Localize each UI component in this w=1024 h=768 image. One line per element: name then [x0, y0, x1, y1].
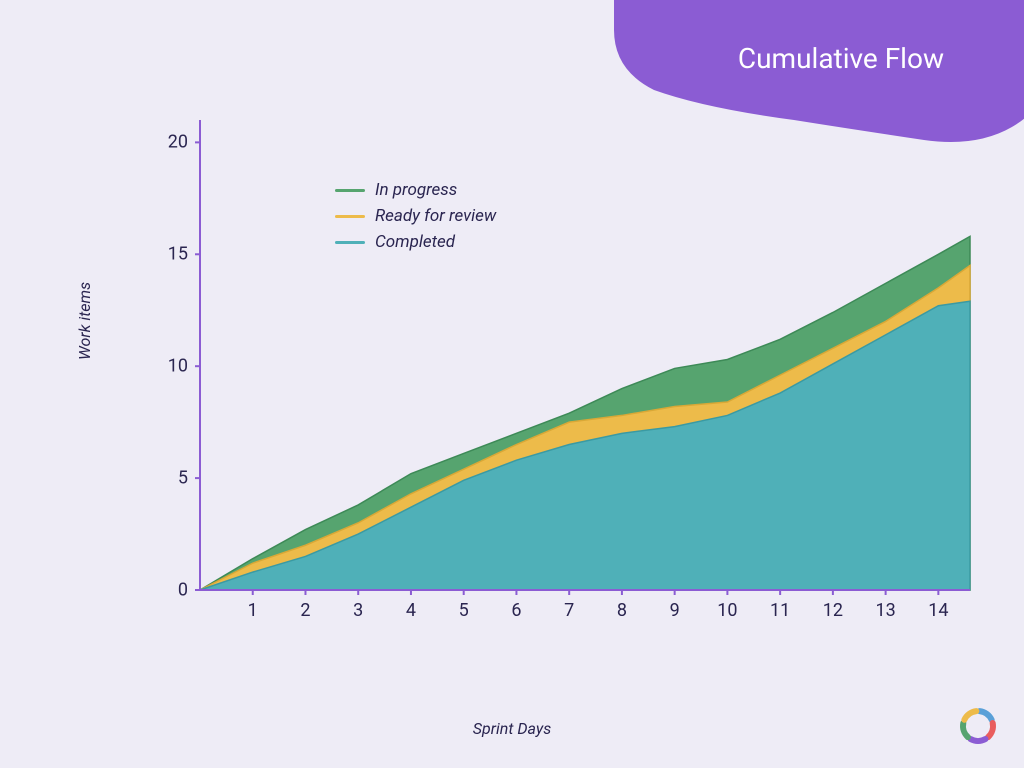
- x-tick-label: 7: [564, 600, 574, 621]
- chart-svg: [200, 120, 970, 590]
- x-tick-label: 13: [875, 600, 895, 621]
- y-tick-label: 10: [168, 356, 188, 377]
- x-tick-label: 5: [459, 600, 469, 621]
- logo-petal-icon: [988, 723, 993, 737]
- logo-petal-icon: [964, 711, 976, 720]
- x-tick-label: 14: [928, 600, 948, 621]
- x-tick-label: 6: [511, 600, 521, 621]
- chart-container: 051015201234567891011121314In progressRe…: [110, 120, 960, 640]
- plot-area: 051015201234567891011121314In progressRe…: [200, 120, 970, 590]
- x-tick-label: 3: [353, 600, 363, 621]
- y-tick-label: 0: [178, 580, 188, 601]
- x-tick-label: 2: [300, 600, 310, 621]
- legend-item: In progress: [335, 180, 496, 200]
- x-tick-label: 8: [617, 600, 627, 621]
- x-tick-label: 9: [670, 600, 680, 621]
- brand-logo-icon: [956, 704, 1000, 748]
- y-tick-label: 20: [168, 132, 188, 153]
- logo-petal-icon: [971, 739, 986, 741]
- y-axis-label: Work items: [75, 282, 94, 360]
- y-tick-label: 5: [178, 468, 188, 489]
- x-tick-label: 11: [770, 600, 790, 621]
- legend-swatch-icon: [335, 241, 365, 244]
- x-tick-label: 10: [717, 600, 737, 621]
- logo-petal-icon: [963, 723, 968, 737]
- logo-petal-icon: [980, 711, 992, 720]
- legend-swatch-icon: [335, 215, 365, 218]
- legend: In progress Ready for review Completed: [335, 180, 496, 258]
- y-tick-label: 15: [168, 244, 188, 265]
- x-tick-label: 1: [248, 600, 258, 621]
- x-axis-label: Sprint Days: [0, 719, 1024, 738]
- x-tick-label: 4: [406, 600, 416, 621]
- chart-title: Cumulative Flow: [738, 42, 944, 75]
- x-tick-label: 12: [823, 600, 843, 621]
- legend-label: Completed: [375, 232, 455, 252]
- legend-item: Completed: [335, 232, 496, 252]
- legend-label: Ready for review: [375, 206, 496, 226]
- legend-item: Ready for review: [335, 206, 496, 226]
- legend-swatch-icon: [335, 189, 365, 192]
- legend-label: In progress: [375, 180, 457, 200]
